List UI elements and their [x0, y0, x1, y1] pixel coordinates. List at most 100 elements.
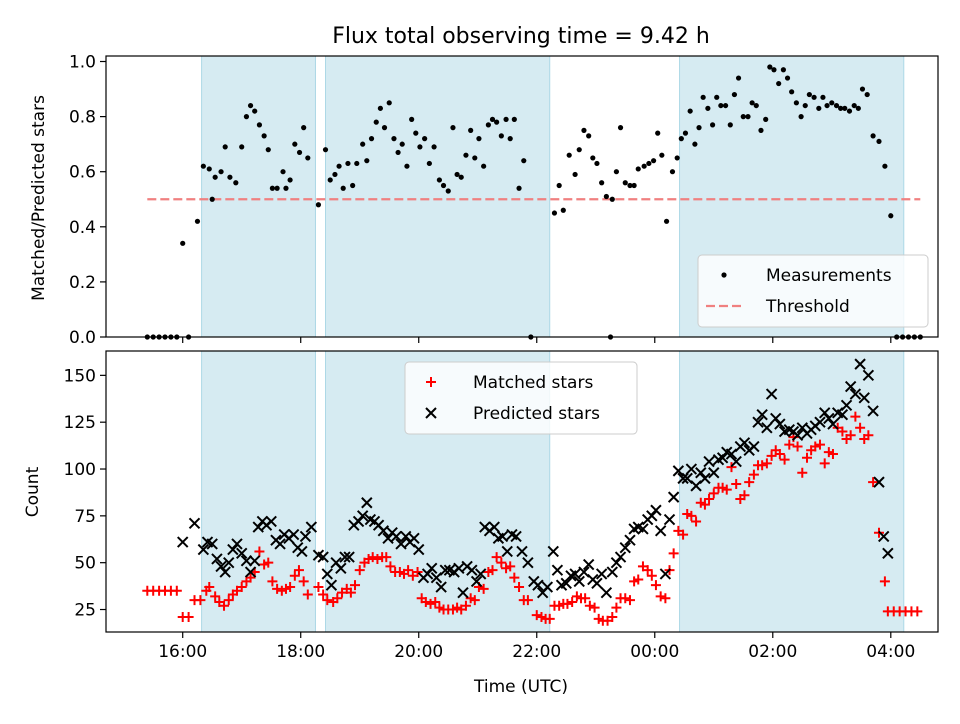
measurement-point [811, 94, 817, 100]
measurement-point [833, 102, 840, 109]
predicted-star-point [206, 538, 218, 550]
measurement-point [472, 155, 478, 161]
measurement-point [576, 147, 582, 153]
y-tick-label: 0.4 [69, 218, 96, 238]
measurement-point [327, 177, 333, 183]
measurement-point [740, 114, 746, 120]
legend-label: Measurements [766, 266, 892, 286]
bottom-y-axis-label: Count [23, 466, 43, 517]
measurement-point [269, 185, 275, 191]
matched-star-point [381, 552, 392, 563]
measurement-point [749, 100, 755, 106]
predicted-star-point [227, 543, 239, 556]
predicted-star-point [470, 575, 483, 588]
measurement-point [560, 207, 566, 213]
measurement-point [718, 102, 724, 109]
predicted-star-point [244, 566, 257, 578]
measurement-point [851, 102, 857, 109]
matched-star-point [642, 565, 653, 576]
measurement-point [758, 127, 764, 133]
predicted-star-point [818, 407, 831, 419]
measurement-point [218, 169, 224, 175]
legend-marker-predicted [425, 407, 437, 419]
measurement-point [454, 171, 460, 178]
measurement-point [855, 105, 861, 111]
axes-frame [105, 350, 939, 633]
measurement-point [463, 152, 469, 158]
legend: Measurements Threshold [697, 254, 929, 328]
measurement-point [631, 182, 637, 189]
predicted-star-point [765, 388, 778, 400]
measurement-point [627, 182, 633, 189]
observing-window-1 [201, 350, 316, 633]
measurement-point [336, 163, 342, 169]
x-tick-label: 18:00 [276, 642, 325, 662]
measurement-point [332, 171, 338, 178]
predicted-star-point [560, 577, 572, 590]
matched-star-point [691, 516, 702, 527]
matched-star-point [509, 572, 520, 583]
matched-star-point [655, 591, 666, 602]
legend-marker-measurements [721, 272, 727, 278]
matched-star-point [879, 576, 890, 587]
matched-star-point [660, 593, 671, 604]
measurement-point [572, 171, 578, 178]
predicted-star-point [748, 440, 760, 453]
predicted-star-point [836, 408, 849, 421]
measurement-point [859, 86, 866, 92]
measurement-point [381, 125, 388, 131]
matched-star-point [607, 612, 618, 623]
matched-star-point [624, 595, 635, 606]
measurement-point [261, 133, 267, 139]
measurement-point [292, 141, 298, 147]
predicted-star-point [823, 412, 835, 425]
measurement-point [556, 182, 562, 189]
matched-star-point [814, 439, 825, 450]
matched-star-point [254, 546, 265, 557]
matched-star-point [686, 510, 697, 521]
measurement-point [650, 158, 657, 164]
matched-star-point [779, 454, 790, 465]
matched-star-point [704, 493, 715, 504]
matched-star-point [263, 557, 274, 568]
predicted-star-point [457, 586, 469, 599]
y-tick-label: 0.8 [69, 108, 96, 128]
predicted-star-point [265, 515, 277, 528]
measurement-point [603, 193, 609, 200]
predicted-star-point [844, 380, 857, 393]
measurement-point [753, 102, 759, 109]
measurement-point [806, 91, 812, 98]
predicted-star-point [501, 545, 513, 558]
measurement-point [590, 155, 596, 161]
matched-star-point [868, 477, 879, 488]
observing-window-1 [201, 55, 316, 338]
predicted-star-point [211, 553, 223, 565]
matched-star-point [285, 582, 296, 593]
y-tick-label: 0.2 [69, 273, 96, 293]
predicted-star-point [248, 555, 261, 567]
predicted-star-point [352, 515, 365, 528]
predicted-star-point [197, 543, 210, 556]
matched-star-point [267, 576, 278, 587]
predicted-star-point [738, 437, 751, 449]
measurement-point [391, 136, 397, 142]
measurement-point [377, 105, 383, 111]
predicted-star-point [677, 472, 689, 485]
predicted-star-point [878, 530, 890, 543]
matched-star-point [544, 613, 555, 624]
predicted-star-point [654, 525, 667, 537]
predicted-star-point [646, 510, 658, 522]
matched-star-point [318, 589, 329, 600]
matched-star-point [491, 552, 502, 563]
measurement-point [233, 180, 239, 186]
matched-star-point [580, 593, 591, 604]
matched-star-point [487, 565, 498, 576]
measurement-point [842, 105, 848, 111]
legend: Matched stars Predicted stars [404, 361, 638, 435]
measurement-point [399, 141, 405, 147]
measurement-point [727, 122, 733, 128]
matched-star-point [731, 479, 742, 490]
predicted-star-point [708, 467, 720, 479]
matched-star-point [293, 565, 304, 576]
measurement-point [322, 147, 329, 153]
